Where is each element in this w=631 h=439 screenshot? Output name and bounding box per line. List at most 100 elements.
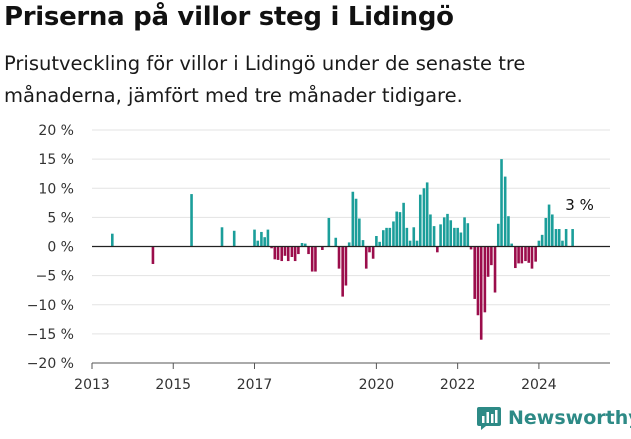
x-tick-label: 2017 — [237, 377, 273, 393]
bar — [364, 246, 368, 269]
x-tick-label: 2013 — [74, 377, 110, 393]
bar — [220, 227, 224, 247]
bar — [283, 246, 287, 256]
x-tick-label: 2022 — [440, 377, 476, 393]
bar — [503, 176, 507, 247]
bar — [368, 246, 371, 253]
bar — [418, 194, 422, 247]
bar — [314, 246, 317, 272]
y-tick-label: −15 % — [27, 327, 74, 343]
bar — [551, 214, 554, 247]
bar — [564, 229, 568, 247]
bar — [303, 243, 307, 247]
bar — [524, 246, 527, 262]
y-tick-label: 10 % — [38, 181, 74, 197]
bar — [527, 246, 531, 263]
bar — [358, 218, 361, 247]
bar — [341, 246, 344, 297]
bar — [429, 214, 432, 247]
bar — [253, 229, 256, 247]
bar — [310, 246, 314, 272]
bar — [232, 230, 236, 247]
bar — [425, 182, 429, 247]
bar — [273, 246, 277, 260]
bar — [456, 227, 459, 247]
bar — [557, 229, 561, 247]
bar — [402, 202, 405, 247]
bar — [442, 217, 446, 247]
bar — [334, 237, 338, 247]
bar — [466, 223, 470, 247]
bar — [547, 204, 551, 247]
bar — [260, 231, 263, 247]
bar — [436, 246, 439, 253]
bar — [293, 246, 297, 262]
bar — [463, 217, 466, 247]
bar — [517, 246, 520, 264]
tick-labels: −20 % −15 % −10 % −5 % 0 % 5 % 10 % 15 % 20 % 201… — [27, 123, 557, 393]
bar — [439, 224, 442, 247]
bar — [571, 229, 574, 247]
bar — [514, 246, 517, 269]
bar — [520, 246, 524, 264]
bar — [473, 246, 477, 299]
bar — [483, 246, 487, 313]
bar — [395, 211, 399, 247]
annotation-label: 3 % — [565, 196, 594, 214]
bar — [510, 243, 513, 247]
bar — [290, 246, 294, 257]
bar — [446, 213, 449, 247]
bar — [459, 232, 463, 247]
bar — [375, 236, 378, 247]
bar — [561, 240, 564, 247]
bar — [351, 191, 355, 247]
bar — [469, 246, 473, 250]
y-tick-label: 15 % — [38, 152, 74, 168]
bar — [280, 246, 284, 262]
bar — [500, 159, 503, 247]
bar — [337, 246, 341, 269]
y-tick-label: −10 % — [27, 298, 74, 314]
annotations: 3 % — [565, 196, 594, 214]
bar-series — [111, 159, 574, 340]
bar — [422, 188, 426, 247]
x-tick-label: 2015 — [155, 377, 191, 393]
axes — [91, 245, 610, 369]
bar — [371, 246, 375, 259]
y-tick-label: 5 % — [47, 210, 74, 226]
bar — [453, 227, 456, 247]
bar — [405, 227, 409, 247]
newsworthy-logo-icon — [477, 407, 501, 430]
bar — [347, 242, 351, 247]
bar — [111, 233, 114, 247]
bar — [537, 240, 541, 247]
bar — [327, 217, 331, 247]
chart-subtitle: Prisutveckling för villor i Lidingö unde… — [4, 52, 526, 107]
brand-logo[interactable]: Newsworthy — [476, 406, 631, 430]
bar — [378, 241, 381, 247]
bar — [540, 234, 544, 247]
brand-name: Newsworthy — [508, 407, 631, 429]
chart-title: Priserna på villor steg i Lidingö — [4, 2, 454, 32]
bar — [361, 240, 365, 247]
y-tick-label: −20 % — [27, 356, 74, 372]
bar — [382, 230, 385, 247]
bar — [415, 240, 419, 247]
bar — [385, 227, 388, 247]
bar — [544, 217, 548, 247]
bar — [276, 246, 280, 260]
y-tick-label: 20 % — [38, 123, 74, 139]
bar — [534, 246, 537, 262]
bar — [256, 240, 260, 247]
bar — [270, 246, 273, 249]
bar — [496, 223, 500, 247]
bar — [476, 246, 480, 316]
y-tick-label: 0 % — [47, 240, 74, 256]
gridlines — [92, 129, 610, 364]
x-tick-label: 2020 — [359, 377, 395, 393]
bar — [412, 227, 416, 247]
bar — [530, 246, 534, 269]
bar — [344, 246, 348, 286]
bar — [286, 246, 290, 262]
